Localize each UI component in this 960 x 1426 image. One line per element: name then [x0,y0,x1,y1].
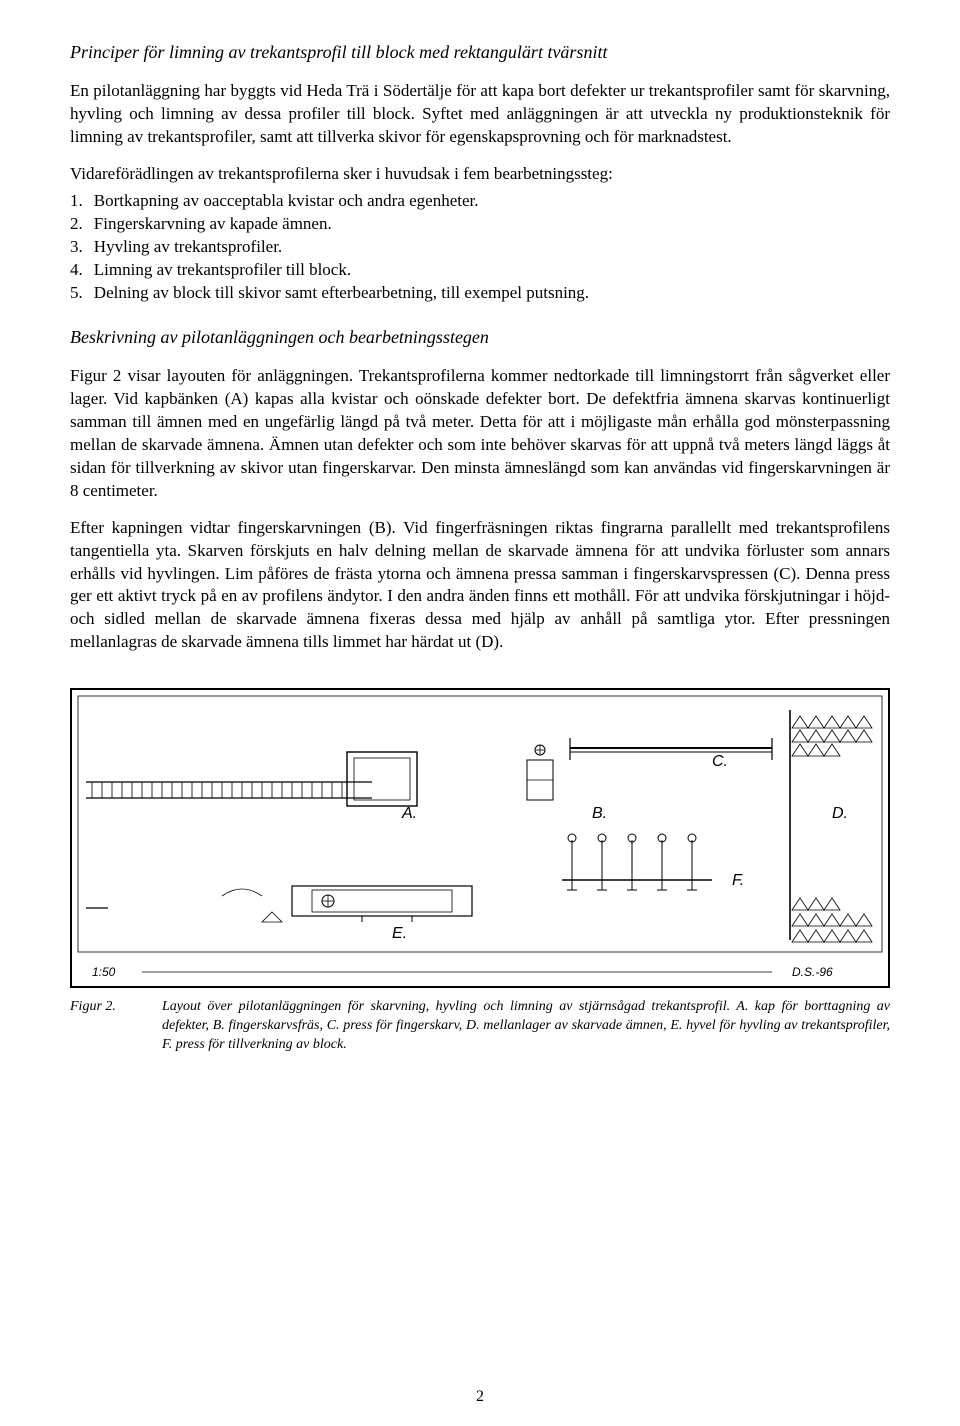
station-e: E. [86,886,472,942]
list-item: 2. Fingerskarvning av kapade ämnen. [70,213,890,236]
svg-text:D.: D. [832,805,848,822]
list-text: Delning av block till skivor samt efterb… [94,282,589,305]
list-text: Limning av trekantsprofiler till block. [94,259,351,282]
svg-text:B.: B. [592,805,607,822]
page-number: 2 [0,1388,960,1406]
paragraph-desc1: Figur 2 visar layouten för anläggningen.… [70,365,890,503]
caption-label: Figur 2. [70,998,162,1055]
list-num: 5. [70,282,94,305]
list-item: 5. Delning av block till skivor samt eft… [70,282,890,305]
list-text: Bortkapning av oacceptabla kvistar och a… [94,190,479,213]
caption-text: Layout över pilotanläggningen för skarvn… [162,998,890,1055]
paragraph-desc2: Efter kapningen vidtar fingerskarvningen… [70,517,890,655]
list-num: 2. [70,213,94,236]
paragraph-intro: En pilotanläggning har byggts vid Heda T… [70,80,890,149]
scale-left: 1:50 [92,965,116,979]
list-item: 1. Bortkapning av oacceptabla kvistar oc… [70,190,890,213]
list-num: 1. [70,190,94,213]
station-f: F. [562,834,744,890]
list-text: Fingerskarvning av kapade ämnen. [94,213,332,236]
list-item: 3. Hyvling av trekantsprofiler. [70,236,890,259]
list-text: Hyvling av trekantsprofiler. [94,236,282,259]
svg-text:E.: E. [392,925,407,942]
station-b: B. [527,745,607,822]
subheading: Beskrivning av pilotanläggningen och bea… [70,325,890,349]
step-list: 1. Bortkapning av oacceptabla kvistar oc… [70,190,890,305]
list-item: 4. Limning av trekantsprofiler till bloc… [70,259,890,282]
svg-text:A.: A. [401,805,417,822]
figure-svg: A. B. C. [72,690,888,986]
station-a: A. [86,752,417,822]
list-intro: Vidareförädlingen av trekantsprofilerna … [70,163,890,186]
station-c: C. [570,738,772,770]
station-d: D. [790,710,872,942]
section-title: Principer för limning av trekantsprofil … [70,40,890,64]
figure-caption: Figur 2. Layout över pilotanläggningen f… [70,998,890,1055]
figure-2: A. B. C. [70,688,890,988]
svg-text:F.: F. [732,872,744,889]
scale-right: D.S.-96 [792,965,833,979]
svg-text:C.: C. [712,753,728,770]
list-num: 4. [70,259,94,282]
list-num: 3. [70,236,94,259]
